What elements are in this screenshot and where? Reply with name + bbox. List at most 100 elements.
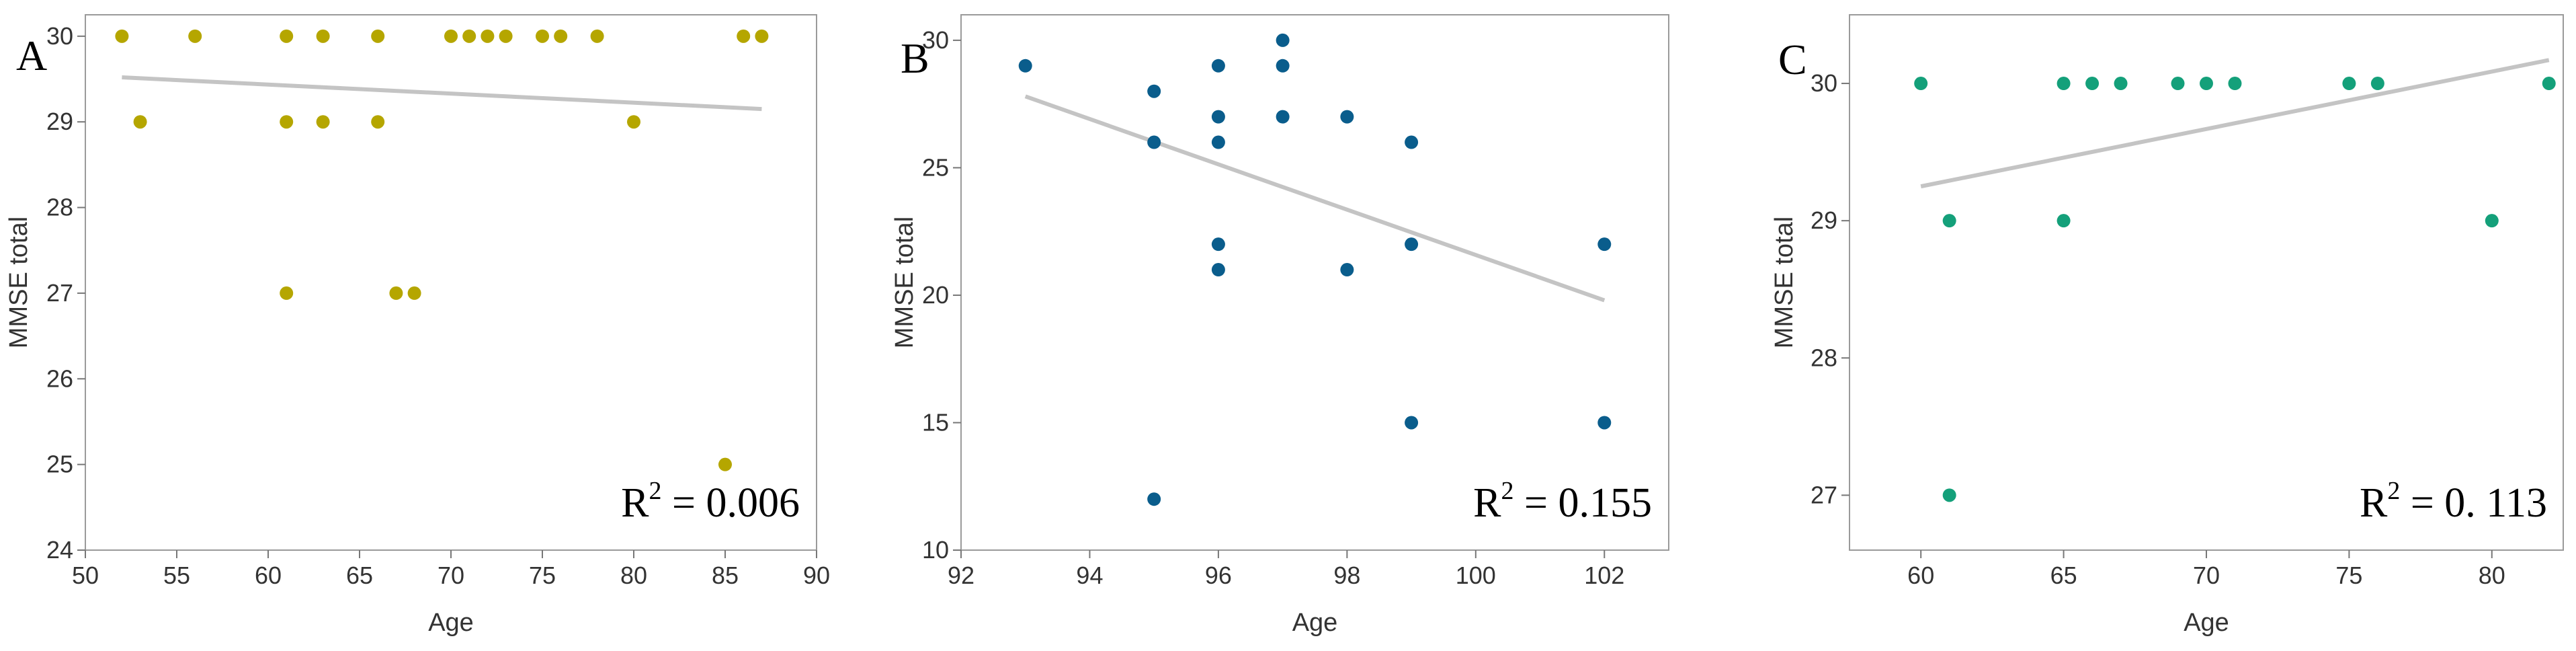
panel-a-data-point xyxy=(627,115,640,129)
panel-b-x-axis-label: Age xyxy=(1292,609,1338,637)
panel-a-data-point xyxy=(371,115,385,129)
panel-c-data-point xyxy=(2171,77,2185,91)
panel-b-y-tick-label: 10 xyxy=(922,536,949,564)
panel-a-data-point xyxy=(115,29,129,43)
panel-b-x-tick-label: 98 xyxy=(1333,562,1360,589)
panel-b-y-tick-label: 20 xyxy=(922,281,949,309)
panel-a-x-tick-label: 60 xyxy=(255,562,282,589)
panel-a-y-tick-label: 25 xyxy=(46,451,73,478)
panel-a-data-point xyxy=(188,29,202,43)
panel-a-data-point xyxy=(280,286,294,300)
panel-a-x-tick-label: 90 xyxy=(803,562,830,589)
panel-a-data-point xyxy=(407,286,421,300)
panel-a-y-tick-label: 26 xyxy=(46,365,73,392)
panel-a-data-point xyxy=(316,29,330,43)
panel-c-data-point xyxy=(1914,77,1928,91)
panel-b-x-tick-label: 100 xyxy=(1456,562,1496,589)
panel-b-data-point xyxy=(1211,135,1225,149)
panel-c-y-axis-label: MMSE total xyxy=(1770,217,1798,348)
panel-c-y-tick-label: 27 xyxy=(1811,481,1837,508)
panel-b-r-squared-label: R2 = 0.155 xyxy=(1473,477,1652,526)
panel-c-y-tick-label: 30 xyxy=(1811,69,1837,97)
panel-c-x-tick-label: 70 xyxy=(2193,562,2220,589)
panel-c-data-point xyxy=(2200,77,2213,91)
panel-b-trend-line xyxy=(1024,94,1606,303)
panel-a-y-tick-label: 24 xyxy=(46,536,73,564)
panel-c-x-tick-label: 60 xyxy=(1907,562,1934,589)
panel-b-x-tick-label: 92 xyxy=(948,562,974,589)
panel-c-r-squared-label: R2 = 0. 113 xyxy=(2360,477,2547,526)
panel-b-data-point xyxy=(1211,263,1225,277)
panel-b-letter: B xyxy=(901,34,929,82)
panel-b-y-tick-label: 15 xyxy=(922,408,949,436)
panel-a-x-tick-label: 80 xyxy=(620,562,647,589)
panel-a-data-point xyxy=(590,29,604,43)
panel-a-data-point xyxy=(462,29,476,43)
panel-c-data-point xyxy=(1942,488,1956,502)
panel-b: 92 94 96 98 100 102 10 15 20 25 30 Age MMSE total B R2… xyxy=(890,14,1669,637)
panel-a-data-point xyxy=(718,457,732,471)
panel-a-letter: A xyxy=(16,32,47,79)
panel-b-data-point xyxy=(1405,237,1419,252)
panel-a-y-tick-label: 27 xyxy=(46,279,73,307)
panel-c-letter: C xyxy=(1778,36,1807,83)
panel-b-x-tick-label: 102 xyxy=(1584,562,1624,589)
panel-b-data-point xyxy=(1018,59,1032,73)
panel-a-x-tick-label: 55 xyxy=(163,562,190,589)
panel-b-y-tick-label: 25 xyxy=(922,153,949,181)
panel-c-data-point xyxy=(2056,77,2071,91)
panel-c-data-point xyxy=(2228,77,2242,91)
panel-a-r-squared-label: R2 = 0.006 xyxy=(621,477,800,526)
panel-a-data-point xyxy=(481,29,495,43)
panel-c-y-tick-label: 28 xyxy=(1811,344,1837,371)
panel-b-plot-frame xyxy=(960,14,1669,551)
panel-a-data-point xyxy=(389,286,403,300)
panel-c-data-point xyxy=(2485,214,2499,228)
panel-b-data-point xyxy=(1211,59,1225,73)
panel-b-data-point xyxy=(1405,416,1419,430)
panel-c-x-tick-label: 65 xyxy=(2050,562,2077,589)
panel-c-trend-line xyxy=(1920,58,2550,189)
panel-a-trend-line xyxy=(122,75,762,112)
panel-a-y-tick-label: 29 xyxy=(46,108,73,135)
panel-a-data-point xyxy=(444,29,458,43)
panel-c-x-tick-label: 75 xyxy=(2335,562,2362,589)
panel-b-data-point xyxy=(1340,110,1354,124)
panel-c-x-tick-label: 80 xyxy=(2479,562,2505,589)
panel-a-x-tick-label: 65 xyxy=(346,562,373,589)
panel-c: 60 65 70 75 80 27 28 29 30 Age MMSE total C R2 = 0. … xyxy=(1770,14,2564,637)
panel-b-y-axis-label: MMSE total xyxy=(890,217,919,348)
panel-c-data-point xyxy=(1942,214,1956,228)
panel-a-y-tick-label: 30 xyxy=(46,22,73,50)
panel-a-data-point xyxy=(499,29,513,43)
panel-a-data-point xyxy=(755,29,769,43)
panel-a-x-tick-label: 85 xyxy=(712,562,739,589)
panel-a-data-point xyxy=(536,29,549,43)
panel-a-x-tick-label: 50 xyxy=(72,562,99,589)
panel-a-x-tick-label: 75 xyxy=(529,562,556,589)
panel-b-data-point xyxy=(1405,135,1419,149)
panel-a-data-point xyxy=(371,29,385,43)
panel-c-plot-frame xyxy=(1849,14,2564,551)
panel-c-data-point xyxy=(2056,214,2071,228)
panel-b-data-point xyxy=(1276,59,1290,73)
panel-b-data-point xyxy=(1211,110,1225,124)
panel-b-data-point xyxy=(1276,33,1290,47)
panel-b-data-point xyxy=(1147,84,1161,98)
panel-b-data-point xyxy=(1147,492,1161,506)
panel-a-data-point xyxy=(133,115,147,129)
panel-b-x-tick-label: 94 xyxy=(1076,562,1103,589)
panel-a-data-point xyxy=(737,29,751,43)
panel-b-data-point xyxy=(1147,135,1161,149)
panel-a-data-point xyxy=(280,115,294,129)
panel-c-data-point xyxy=(2342,77,2356,91)
panel-a-y-axis-label: MMSE total xyxy=(5,217,33,348)
panel-a-data-point xyxy=(316,115,330,129)
panel-b-data-point xyxy=(1597,237,1612,252)
panel-c-data-point xyxy=(2114,77,2128,91)
panel-c-data-point xyxy=(2542,77,2556,91)
panel-b-data-point xyxy=(1597,416,1612,430)
panel-b-y-tick-label: 30 xyxy=(922,26,949,54)
